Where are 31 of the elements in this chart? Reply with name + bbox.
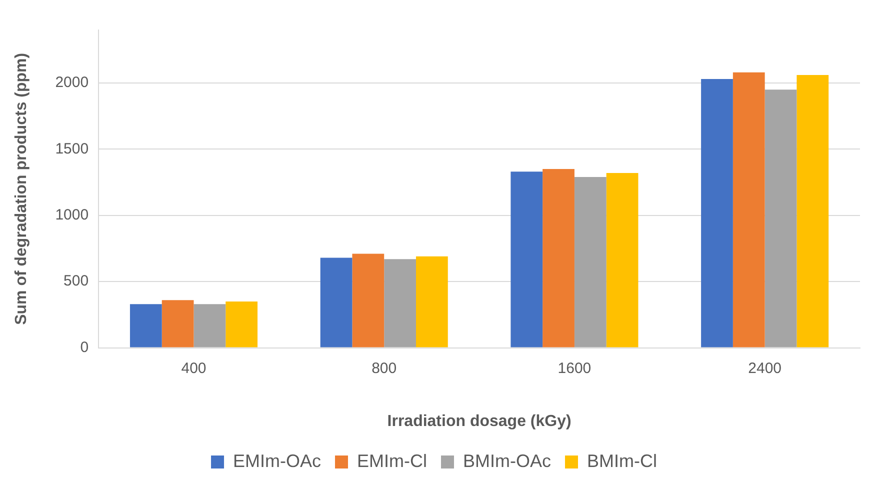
bar bbox=[226, 301, 258, 348]
x-axis-title: Irradiation dosage (kGy) bbox=[387, 412, 572, 430]
bar bbox=[796, 75, 829, 348]
bar bbox=[574, 176, 606, 348]
x-tick-label: 800 bbox=[372, 360, 397, 377]
bar bbox=[162, 300, 194, 348]
y-tick-label: 2000 bbox=[55, 74, 89, 92]
legend-label: EMIm-OAc bbox=[233, 450, 322, 471]
bar bbox=[416, 256, 448, 348]
bar bbox=[732, 72, 765, 348]
x-tick-label: 400 bbox=[181, 360, 206, 377]
bar bbox=[320, 258, 352, 348]
bar bbox=[130, 304, 162, 348]
x-tick-label: 1600 bbox=[558, 360, 592, 377]
x-tick-label: 2400 bbox=[748, 360, 782, 377]
bar bbox=[542, 169, 574, 348]
y-axis-title: Sum of degradation products (ppm) bbox=[13, 52, 30, 325]
bar bbox=[701, 78, 733, 348]
y-tick-label: 1500 bbox=[55, 140, 89, 158]
legend-label: BMIm-Cl bbox=[586, 450, 657, 471]
bar bbox=[510, 172, 543, 348]
legend-label: EMIm-Cl bbox=[357, 450, 428, 471]
bar bbox=[606, 173, 638, 348]
y-tick-label: 0 bbox=[80, 338, 89, 356]
bar bbox=[384, 259, 416, 348]
y-tick-label: 1000 bbox=[55, 206, 89, 224]
bar bbox=[764, 90, 797, 348]
bar bbox=[194, 304, 226, 348]
legend-label: BMIm-OAc bbox=[463, 450, 551, 471]
bar bbox=[352, 254, 384, 348]
y-tick-label: 500 bbox=[64, 272, 89, 290]
